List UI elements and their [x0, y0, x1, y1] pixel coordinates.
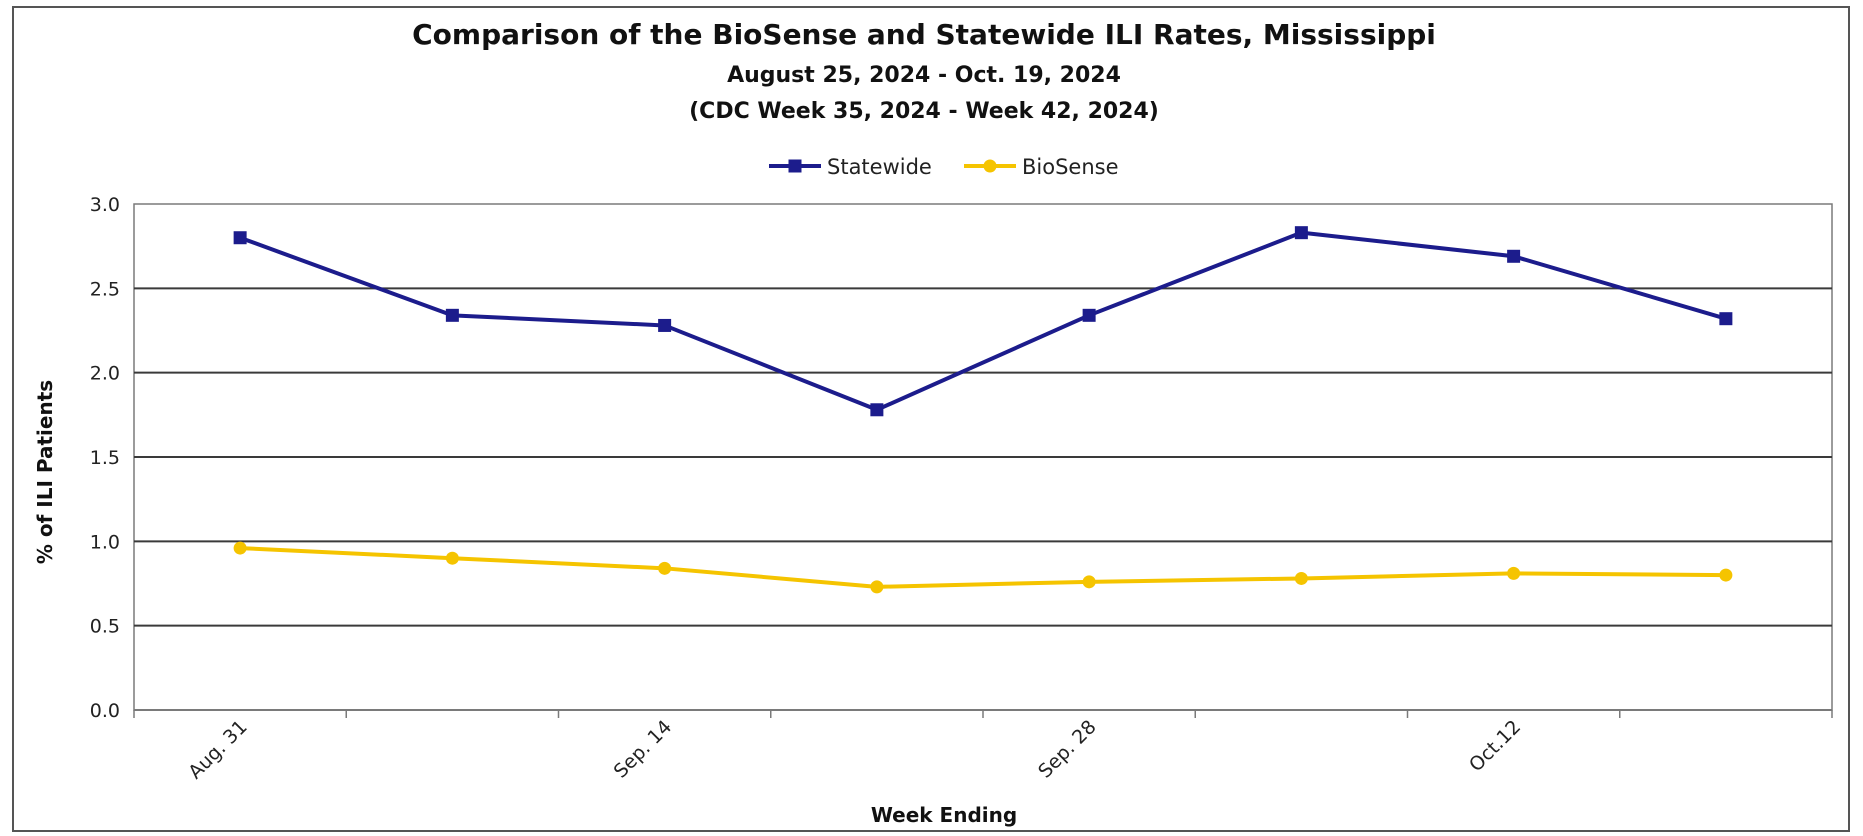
- biosense-point: [1082, 575, 1096, 589]
- y-tick-label: 1.0: [90, 531, 120, 553]
- y-axis-title: % of ILI Patients: [33, 380, 57, 564]
- chart-title: Comparison of the BioSense and Statewide…: [412, 18, 1436, 51]
- legend-marker-biosense: [983, 159, 997, 173]
- y-tick-label: 2.5: [90, 278, 120, 300]
- statewide-point: [870, 403, 884, 417]
- biosense-point: [658, 561, 672, 575]
- x-tick-label: Sep. 14: [610, 716, 677, 783]
- x-axis-title: Week Ending: [871, 803, 1017, 827]
- gridlines: [133, 203, 1833, 711]
- statewide-point: [1507, 249, 1521, 263]
- statewide-point: [445, 308, 459, 322]
- statewide-point: [658, 318, 672, 332]
- legend-marker-statewide: [788, 159, 802, 173]
- y-tick-label: 1.5: [90, 447, 120, 469]
- x-tick-label: Sep. 28: [1034, 716, 1101, 783]
- legend-label-statewide: Statewide: [827, 155, 932, 179]
- statewide-line: [239, 230, 1727, 412]
- biosense-point: [1719, 568, 1733, 582]
- statewide-point: [1294, 226, 1308, 240]
- legend: Statewide BioSense: [769, 155, 1119, 179]
- line-chart: Comparison of the BioSense and Statewide…: [33, 18, 1833, 827]
- axes: 0.0 0.5 1.0 1.5 2.0 2.5 3.0 Aug. 31 Sep. 14 Sep. …: [90, 194, 1833, 783]
- x-tick-label: Aug. 31: [184, 716, 251, 783]
- legend-label-biosense: BioSense: [1022, 155, 1119, 179]
- x-tick-label: Oct.12: [1465, 716, 1525, 776]
- biosense-point: [870, 580, 884, 594]
- biosense-point: [445, 551, 459, 565]
- statewide-point: [233, 231, 247, 245]
- chart-subtitle-dates: August 25, 2024 - Oct. 19, 2024: [727, 63, 1121, 88]
- y-tick-label: 3.0: [90, 194, 120, 216]
- chart-subtitle-weeks: (CDC Week 35, 2024 - Week 42, 2024): [689, 99, 1159, 124]
- biosense-point: [1294, 571, 1308, 585]
- biosense-point: [1507, 566, 1521, 580]
- plot-area: [233, 226, 1733, 594]
- y-tick-label: 2.0: [90, 363, 120, 385]
- biosense-line: [240, 546, 1726, 589]
- chart-frame: Comparison of the BioSense and Statewide…: [12, 6, 1850, 832]
- statewide-point: [1719, 312, 1733, 326]
- statewide-point: [1082, 308, 1096, 322]
- biosense-point: [233, 541, 247, 555]
- y-tick-label: 0.5: [90, 616, 120, 638]
- y-tick-label: 0.0: [90, 700, 120, 722]
